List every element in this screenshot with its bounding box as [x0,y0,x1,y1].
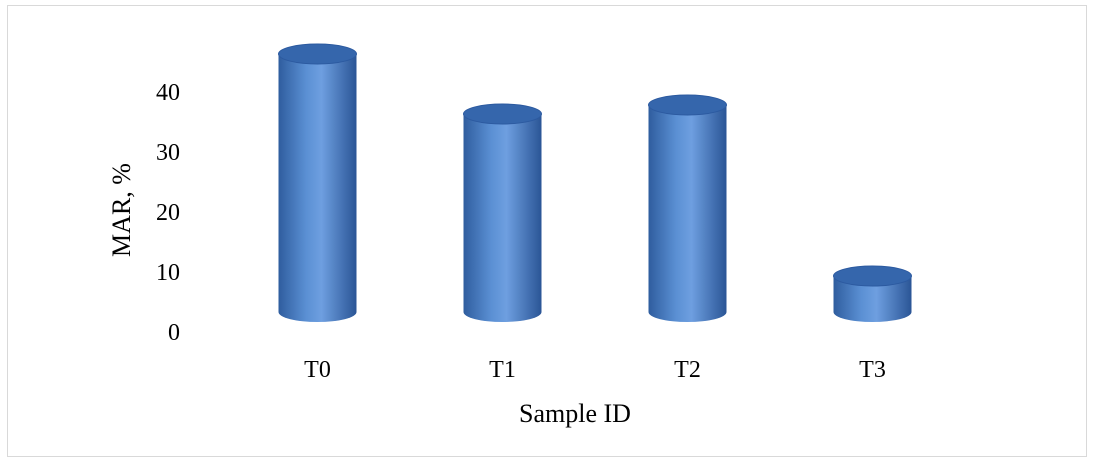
bar-top [648,94,727,116]
bar-top [463,103,542,125]
bar-body [278,54,357,322]
bar-body [463,114,542,322]
bar-t2 [648,94,727,322]
bar-body [648,105,727,322]
x-tick-label: T2 [674,357,701,383]
bar-t0 [278,43,357,322]
x-axis-title: Sample ID [519,399,631,428]
bar-top [833,265,912,287]
x-axis-tick-labels: T0 T1 T2 T3 [304,357,886,383]
y-tick-label: 40 [156,80,180,106]
x-tick-label: T3 [859,357,886,383]
x-tick-label: T0 [304,357,331,383]
y-tick-label: 10 [156,260,180,286]
bar-t3 [833,265,912,322]
x-tick-label: T1 [489,357,516,383]
bar-body [833,276,912,322]
y-axis-tick-labels: 0 10 20 30 40 [156,80,180,346]
bars [278,43,912,322]
y-tick-label: 20 [156,200,180,226]
chart-frame [7,5,1087,457]
y-axis-title: MAR, % [107,163,136,257]
y-tick-label: 30 [156,140,180,166]
bar-top [278,43,357,65]
bar-t1 [463,103,542,322]
y-tick-label: 0 [168,320,180,346]
